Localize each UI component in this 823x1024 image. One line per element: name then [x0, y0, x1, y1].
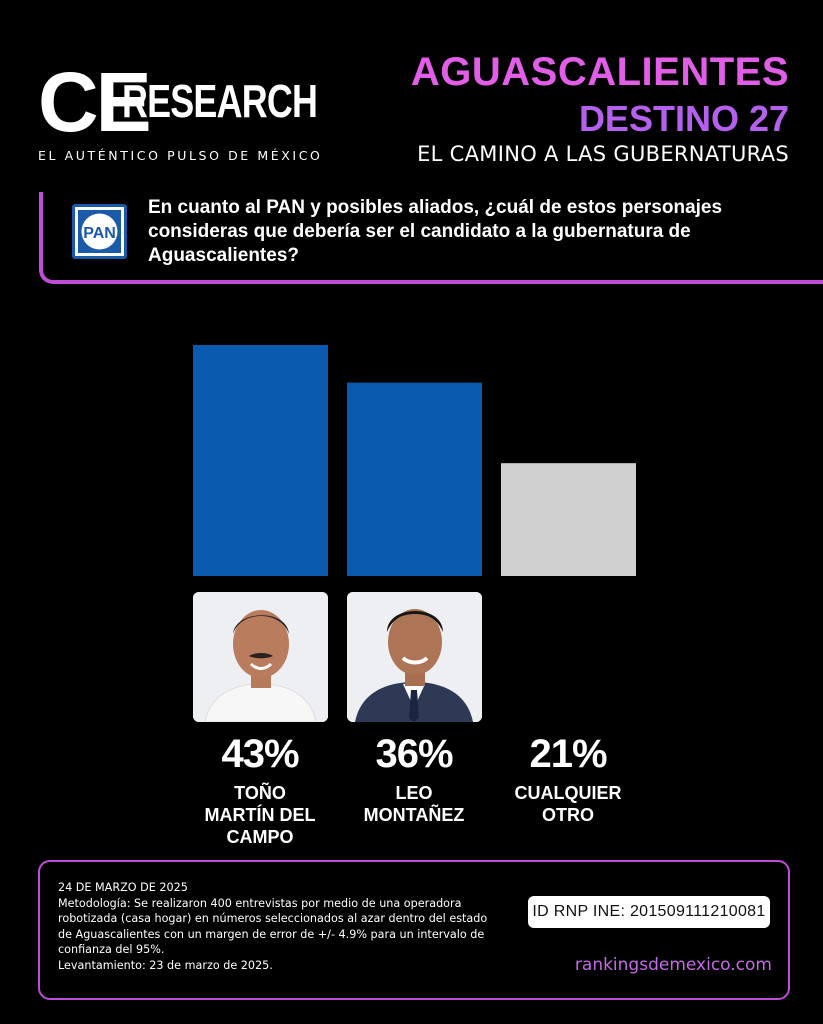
logo-research-mark: RESEARCH [122, 75, 318, 127]
bar-1 [193, 345, 328, 576]
bar-chart [193, 345, 636, 576]
website-link[interactable]: rankingsdemexico.com [574, 955, 772, 975]
brand-tagline: EL AUTÉNTICO PULSO DE MÉXICO [38, 148, 323, 163]
footer-panel [38, 860, 790, 1000]
brand-logo: CE RESEARCH EL AUTÉNTICO PULSO DE MÉXICO [38, 55, 338, 172]
candidate-photo-leo [347, 592, 482, 722]
pan-logo-text: PAN [83, 225, 116, 242]
bar-2 [347, 382, 482, 576]
page-subtitle: DESTINO 27 [578, 98, 789, 139]
question-frame [39, 192, 823, 284]
survey-date: 24 DE MARZO DE 2025 [58, 881, 188, 894]
value-label-leo: 36% [375, 732, 453, 776]
value-label-tono: 43% [221, 732, 299, 776]
rnp-id-badge: ID RNP INE: 201509111210081 [528, 896, 770, 928]
methodology-block: 24 DE MARZO DE 2025 Metodología: Se real… [58, 880, 488, 973]
candidate-name-otro: CUALQUIER OTRO [514, 783, 622, 825]
fieldwork-date: Levantamiento: 23 de marzo de 2025. [58, 958, 273, 972]
survey-question: En cuanto al PAN y posibles aliados, ¿cu… [148, 197, 723, 266]
logo-ce-mark: CE [38, 55, 152, 149]
pan-party-logo: PAN [72, 204, 127, 259]
page-title: AGUASCALIENTES [410, 50, 789, 94]
candidate-name-leo: LEO MONTAÑEZ [363, 783, 465, 825]
bar-3 [501, 463, 636, 576]
methodology-text: Metodología: Se realizaron 400 entrevist… [58, 896, 488, 957]
value-label-otro: 21% [529, 732, 607, 776]
candidate-name-tono: TOÑO MARTÍN DEL CAMPO [204, 783, 316, 847]
page-caption: EL CAMINO A LAS GUBERNATURAS [417, 142, 789, 166]
candidate-photo-tono [193, 592, 328, 722]
